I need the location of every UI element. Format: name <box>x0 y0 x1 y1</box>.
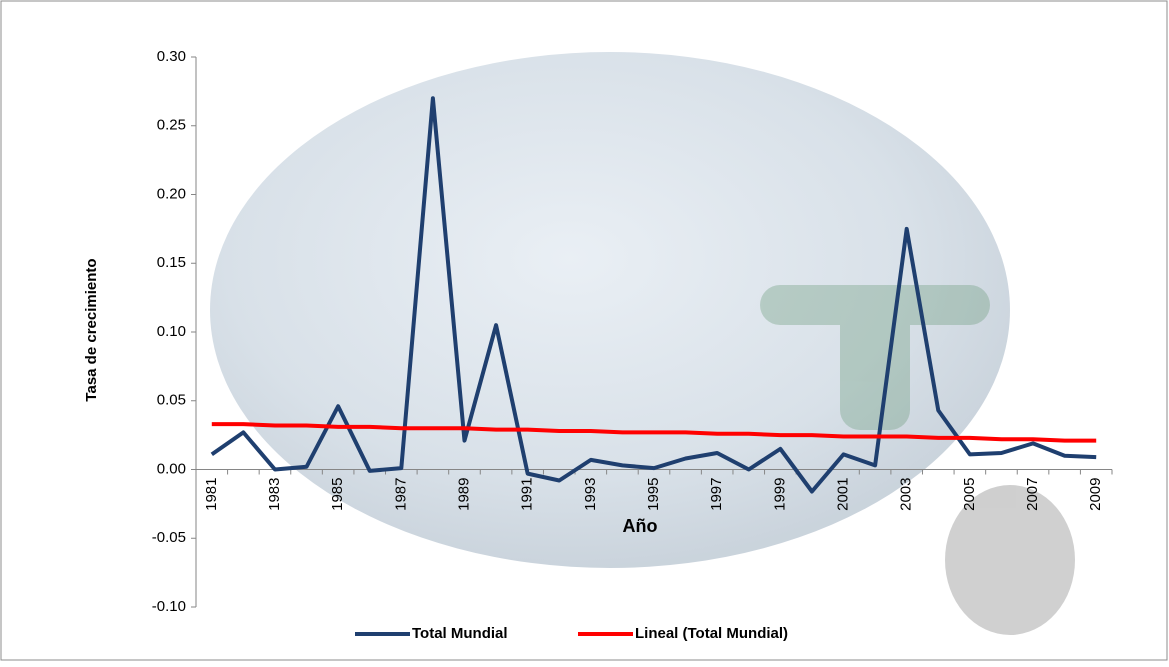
y-tick-label: 0.00 <box>157 460 186 477</box>
x-tick-label: 2009 <box>1087 478 1104 511</box>
y-tick-label: 0.05 <box>157 392 186 409</box>
y-tick-label: 0.25 <box>157 117 186 134</box>
y-tick-label: -0.10 <box>152 598 186 615</box>
x-tick-label: 1985 <box>329 478 346 511</box>
y-tick-label: 0.10 <box>157 323 186 340</box>
x-tick-label: 1981 <box>203 478 220 511</box>
x-tick-label: 2003 <box>898 478 915 511</box>
y-tick-label: 0.20 <box>157 185 186 202</box>
legend-label: Lineal (Total Mundial) <box>635 625 788 642</box>
x-tick-label: 1983 <box>266 478 283 511</box>
x-tick-label: 2007 <box>1024 478 1041 511</box>
x-tick-label: 1989 <box>455 478 472 511</box>
chart: Tasa de crecimiento Año -0.10 -0.05 0.00 0.… <box>0 0 1169 662</box>
x-tick-label: 1997 <box>708 478 725 511</box>
x-axis-title: Año <box>623 516 658 536</box>
x-tick-label: 2001 <box>834 478 851 511</box>
legend-label: Total Mundial <box>412 625 508 642</box>
x-tick-label: 1993 <box>582 478 599 511</box>
y-tick-label: 0.15 <box>157 254 186 271</box>
x-tick-label: 1991 <box>519 478 536 511</box>
x-tick-label: 1999 <box>771 478 788 511</box>
x-tick-label: 1987 <box>392 478 409 511</box>
x-tick-label: 1995 <box>645 478 662 511</box>
y-tick-label: -0.05 <box>152 529 186 546</box>
y-axis-title: Tasa de crecimiento <box>83 258 100 401</box>
y-tick-label: 0.30 <box>157 48 186 65</box>
x-tick-label: 2005 <box>961 478 978 511</box>
